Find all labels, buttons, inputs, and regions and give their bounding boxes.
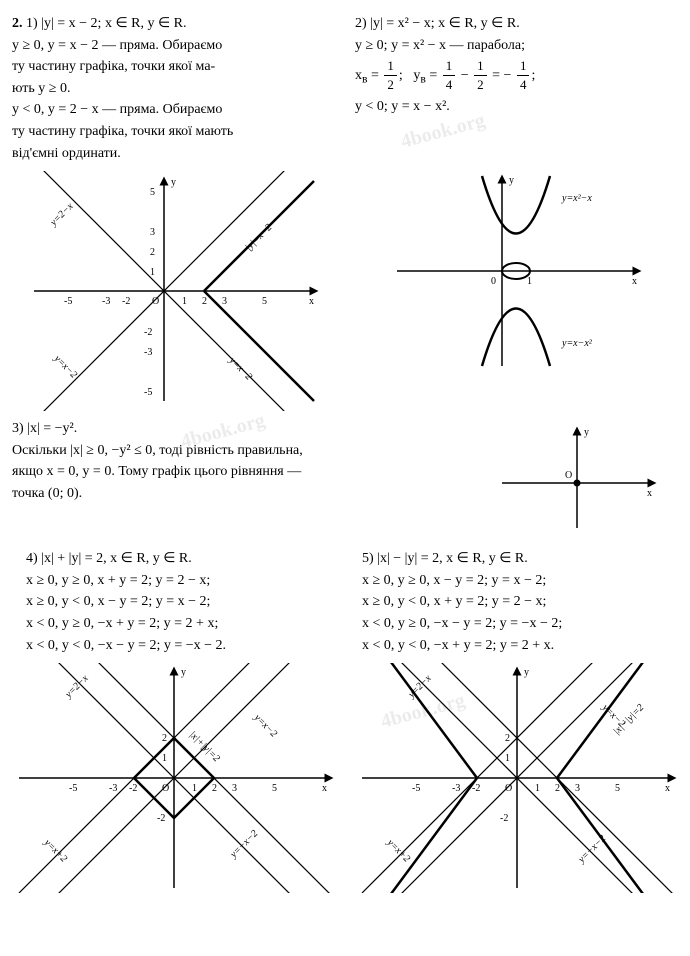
p5-line: x < 0, y < 0, −x + y = 2; y = 2 + x.: [362, 636, 678, 656]
svg-text:5: 5: [615, 783, 620, 794]
problems-4-5-row: 4) |x| + |y| = 2, x ∈ R, y ∈ R. x ≥ 0, y…: [12, 547, 678, 657]
problem-number: 2.: [12, 16, 23, 31]
p5-line: x ≥ 0, y < 0, x + y = 2; y = 2 − x;: [362, 592, 678, 612]
svg-text:y: y: [181, 667, 186, 678]
svg-text:O: O: [565, 470, 572, 481]
p1-line: ють y ≥ 0.: [12, 79, 335, 99]
p1-line: ту частину графіка, точки якої ма-: [12, 57, 335, 77]
p2-header: 2) |y| = x² − x; x ∈ R, y ∈ R.: [355, 14, 678, 34]
svg-text:1: 1: [527, 276, 532, 287]
svg-text:-5: -5: [69, 783, 77, 794]
p4-header: 4) |x| + |y| = 2, x ∈ R, y ∈ R.: [26, 549, 342, 569]
svg-text:y=−x−2: y=−x−2: [227, 828, 260, 861]
p2-vertex: xв = 12; yв = 14 − 12 = − 14;: [355, 57, 678, 94]
p5-header: 5) |x| − |y| = 2, x ∈ R, y ∈ R.: [362, 549, 678, 569]
problem-3-row: 3) |x| = −y². Оскільки |x| ≥ 0, −y² ≤ 0,…: [12, 417, 678, 539]
svg-text:x: x: [647, 488, 652, 499]
svg-text:|x|+|y|=2: |x|+|y|=2: [186, 729, 221, 764]
p1-header: 1) |y| = x − 2; x ∈ R, y ∈ R.: [26, 16, 187, 31]
svg-text:y: y: [509, 175, 514, 186]
svg-text:y=x+2: y=x+2: [41, 837, 69, 865]
svg-text:y: y: [524, 667, 529, 678]
svg-text:1: 1: [150, 267, 155, 278]
svg-text:y: y: [584, 427, 589, 438]
svg-text:2: 2: [212, 783, 217, 794]
p1-line: y < 0, y = 2 − x — пряма. Обираємо: [12, 100, 335, 120]
svg-text:|y|=x−2: |y|=x−2: [243, 222, 274, 253]
svg-text:y=−x−2: y=−x−2: [575, 833, 608, 866]
svg-text:x: x: [322, 783, 327, 794]
svg-text:1: 1: [192, 783, 197, 794]
svg-text:x: x: [665, 783, 670, 794]
p4-line: x < 0, y < 0, −x − y = 2; y = −x − 2.: [26, 636, 342, 656]
p4-line: x ≥ 0, y ≥ 0, x + y = 2; y = 2 − x;: [26, 571, 342, 591]
p4-line: x ≥ 0, y < 0, x − y = 2; y = x − 2;: [26, 592, 342, 612]
chart-5: x y O -5-3-2 1235 21-2 y=2−x y=x−2 y=x+2…: [357, 663, 677, 893]
svg-text:-3: -3: [144, 347, 152, 358]
svg-text:y=x²−x: y=x²−x: [561, 193, 592, 204]
svg-text:2: 2: [555, 783, 560, 794]
svg-text:-2: -2: [129, 783, 137, 794]
chart-2: x y 0 1 y=x²−x y=x−x²: [387, 171, 647, 371]
svg-text:-2: -2: [122, 296, 130, 307]
svg-text:x: x: [632, 276, 637, 287]
svg-text:5: 5: [262, 296, 267, 307]
svg-text:1: 1: [182, 296, 187, 307]
svg-text:2: 2: [505, 733, 510, 744]
svg-text:5: 5: [150, 187, 155, 198]
svg-text:0: 0: [491, 276, 496, 287]
svg-text:-5: -5: [412, 783, 420, 794]
chart-3: x y O: [497, 423, 657, 533]
problem-5: 5) |x| − |y| = 2, x ∈ R, y ∈ R. x ≥ 0, y…: [362, 547, 678, 657]
svg-text:-3: -3: [452, 783, 460, 794]
p1-line: від'ємні ординати.: [12, 144, 335, 164]
svg-text:-2: -2: [500, 813, 508, 824]
svg-text:2: 2: [150, 247, 155, 258]
svg-text:-2: -2: [157, 813, 165, 824]
p3-line: точка (0; 0).: [12, 484, 456, 504]
svg-text:3: 3: [150, 227, 155, 238]
svg-text:y=x−2: y=x−2: [251, 712, 279, 740]
p3-line: Оскільки |x| ≥ 0, −y² ≤ 0, тоді рівність…: [12, 441, 456, 461]
svg-text:-5: -5: [64, 296, 72, 307]
p5-line: x ≥ 0, y ≥ 0, x − y = 2; y = x − 2;: [362, 571, 678, 591]
svg-text:y=x+2: y=x+2: [384, 837, 412, 865]
p1-line: ту частину графіка, точки якої мають: [12, 122, 335, 142]
p4-line: x < 0, y ≥ 0, −x + y = 2; y = 2 + x;: [26, 614, 342, 634]
svg-text:1: 1: [162, 753, 167, 764]
problem-1: 2. 1) |y| = x − 2; x ∈ R, y ∈ R. y ≥ 0, …: [12, 12, 335, 165]
p3-header: 3) |x| = −y².: [12, 419, 456, 439]
svg-text:y: y: [171, 177, 176, 188]
p2-line: y ≥ 0; y = x² − x — парабола;: [355, 36, 678, 56]
p2-line: y < 0; y = x − x².: [355, 97, 678, 117]
svg-text:5: 5: [272, 783, 277, 794]
p5-line: x < 0, y ≥ 0, −x − y = 2; y = −x − 2;: [362, 614, 678, 634]
svg-text:-3: -3: [109, 783, 117, 794]
svg-text:y=x−x²: y=x−x²: [561, 338, 593, 349]
svg-text:x: x: [309, 296, 314, 307]
svg-text:1: 1: [505, 753, 510, 764]
charts-1-2-row: x y O -5-3-2 1235 5321 -2-3-5 y=2−x y=x−…: [12, 165, 678, 417]
chart-1: x y O -5-3-2 1235 5321 -2-3-5 y=2−x y=x−…: [24, 171, 324, 411]
svg-text:-5: -5: [144, 387, 152, 398]
svg-text:2: 2: [162, 733, 167, 744]
p1-line: y ≥ 0, y = x − 2 — пряма. Обираємо: [12, 36, 335, 56]
svg-text:1: 1: [535, 783, 540, 794]
problem-4: 4) |x| + |y| = 2, x ∈ R, y ∈ R. x ≥ 0, y…: [12, 547, 342, 657]
charts-4-5-row: x y O -5-3-2 1235 21-2 y=2−x y=x−2 y=x+2…: [12, 657, 678, 899]
svg-text:2: 2: [202, 296, 207, 307]
svg-text:-3: -3: [102, 296, 110, 307]
problem-2: 2) |y| = x² − x; x ∈ R, y ∈ R. y ≥ 0; y …: [355, 12, 678, 165]
chart-4: x y O -5-3-2 1235 21-2 y=2−x y=x−2 y=x+2…: [14, 663, 334, 893]
svg-text:3: 3: [232, 783, 237, 794]
svg-text:y=x−2: y=x−2: [226, 355, 254, 383]
svg-text:3: 3: [222, 296, 227, 307]
svg-text:3: 3: [575, 783, 580, 794]
svg-text:y=x−2: y=x−2: [51, 353, 79, 381]
svg-text:y=2−x: y=2−x: [62, 673, 90, 701]
svg-text:-2: -2: [144, 327, 152, 338]
problems-1-2-row: 2. 1) |y| = x − 2; x ∈ R, y ∈ R. y ≥ 0, …: [12, 12, 678, 165]
svg-text:y=2−x: y=2−x: [47, 201, 75, 229]
p3-line: якщо x = 0, y = 0. Тому графік цього рів…: [12, 462, 456, 482]
